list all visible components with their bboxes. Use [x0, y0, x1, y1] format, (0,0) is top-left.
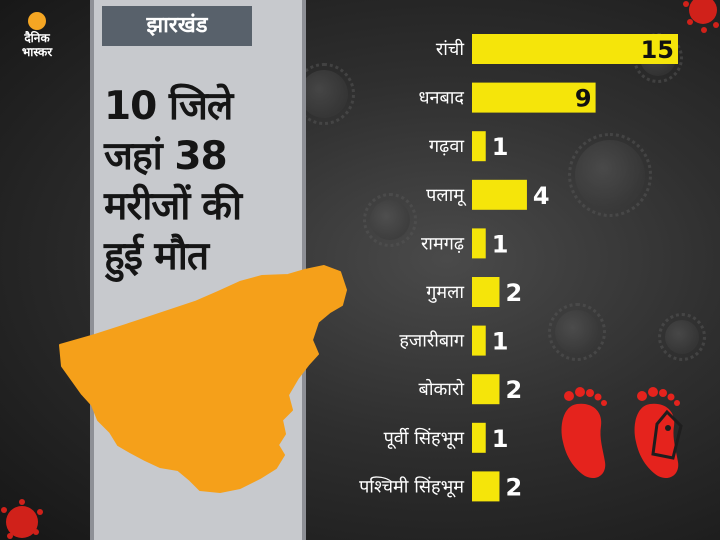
bar-6: [472, 277, 500, 307]
value-label: 2: [505, 279, 522, 307]
headline-line-1: 10 जिले: [104, 84, 233, 129]
bar-4: [472, 179, 527, 210]
bar-2: [472, 82, 596, 113]
headline-line-3: मरीजों की: [104, 184, 242, 229]
category-label: गुमला: [426, 282, 464, 303]
headline: 10 जिले जहां 38 मरीजों की हुई मौत: [104, 82, 304, 282]
coronavirus-icon: [658, 313, 706, 361]
bar-3: [472, 131, 486, 162]
logo-sun-dot: [28, 12, 46, 30]
category-label: रांची: [436, 38, 464, 60]
bar-5: [472, 228, 486, 259]
logo-line-1: दैनिक: [24, 31, 50, 45]
category-label: बोकारो: [419, 378, 465, 400]
value-label: 1: [492, 230, 509, 258]
value-label: 1: [492, 425, 509, 453]
logo-line-2: भास्कर: [21, 45, 53, 59]
bar-1: [472, 34, 678, 64]
category-label: हजारीबाग: [399, 330, 465, 352]
coronavirus-icon: [363, 193, 417, 247]
coronavirus-icon: [548, 303, 606, 361]
feet-with-tag-icon: [561, 387, 683, 479]
headline-line-2: जहां 38: [104, 134, 228, 179]
category-label: पलामू: [426, 185, 467, 206]
headline-line-4: हुई मौत: [104, 234, 209, 279]
coronavirus-icon: [568, 133, 652, 217]
category-label: पश्चिमी सिंहभूम: [359, 475, 465, 497]
category-label: रामगढ़: [421, 233, 465, 254]
dainik-bhaskar-logo: दैनिक भास्कर: [8, 12, 66, 70]
bar-7: [472, 325, 486, 356]
value-label: 2: [505, 376, 522, 404]
bar-10: [472, 471, 500, 502]
value-label: 4: [533, 182, 550, 210]
value-label: 1: [492, 328, 509, 356]
bar-9: [472, 422, 486, 453]
value-label: 9: [575, 85, 592, 113]
value-label: 2: [505, 473, 522, 501]
value-label: 15: [641, 36, 674, 64]
bar-8: [472, 374, 500, 405]
category-label: गढ़वा: [429, 136, 464, 157]
category-label: धनबाद: [418, 88, 464, 109]
value-label: 1: [492, 133, 509, 161]
category-label: पूर्वी सिंहभूम: [384, 427, 466, 449]
region-tag: झारखंड: [102, 6, 252, 46]
